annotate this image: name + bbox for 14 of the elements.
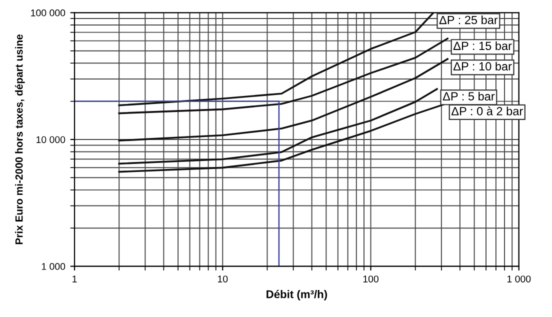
x-tick-label: 1 000 — [507, 276, 531, 282]
y-tick-label: 10 000 — [36, 136, 66, 144]
series-label: ΔP : 0 à 2 bar — [451, 106, 523, 116]
x-tick-label: 1 — [72, 276, 77, 282]
series-label: ΔP : 10 bar — [453, 62, 512, 71]
series-label: ΔP : 15 bar — [453, 41, 512, 50]
y-axis-title: Prix Euro mi-2000 hors taxes, départ usine — [14, 34, 25, 244]
y-tick-label: 1 000 — [42, 263, 66, 270]
series-label: ΔP : 25 bar — [439, 16, 498, 24]
y-tick-label: 100 000 — [31, 9, 66, 16]
x-axis-title: Débit (m³/h) — [266, 290, 328, 300]
x-tick-label: 10 — [218, 276, 228, 282]
x-tick-label: 100 — [363, 276, 378, 282]
series-label: ΔP : 5 bar — [442, 92, 495, 101]
